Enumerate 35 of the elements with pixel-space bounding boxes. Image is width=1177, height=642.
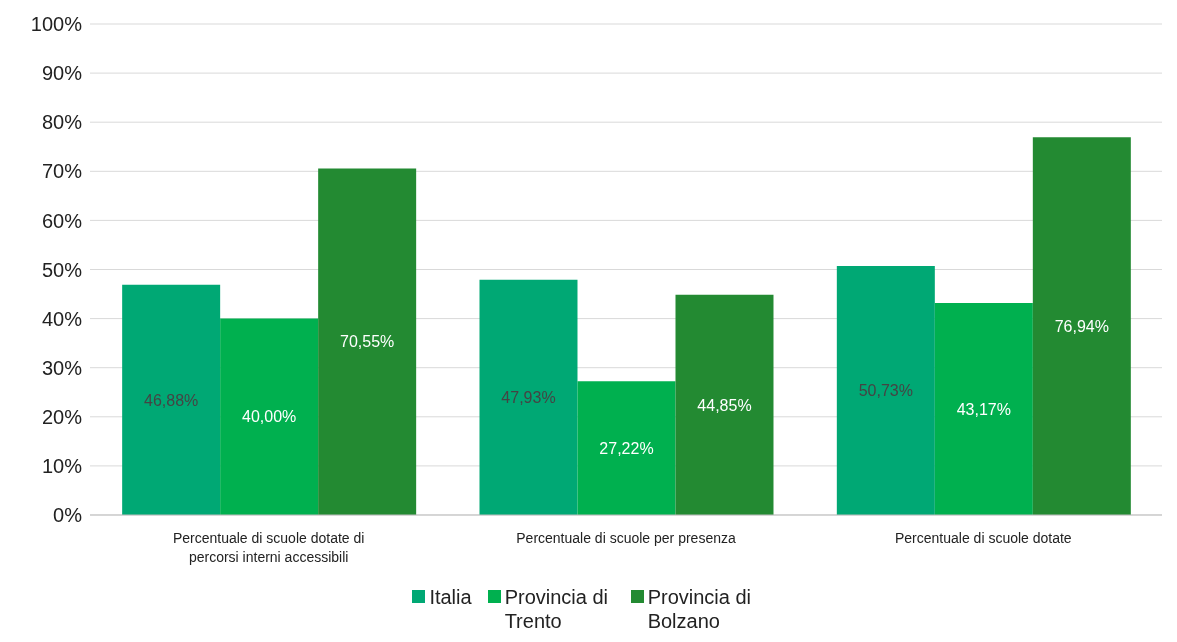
y-tick-label: 40% bbox=[41, 307, 83, 330]
bar bbox=[934, 303, 1033, 515]
y-tick-label: 100% bbox=[30, 13, 83, 36]
data-label: 46,88% bbox=[144, 391, 199, 409]
bar bbox=[220, 318, 319, 515]
x-tick-label: Percentuale di scuole dotate di percorsi interni accessibili bbox=[172, 530, 365, 565]
data-label: 47,93% bbox=[501, 389, 556, 407]
data-label: 70,55% bbox=[340, 333, 395, 351]
y-tick-label: 60% bbox=[41, 209, 83, 232]
y-tick-label: 80% bbox=[41, 111, 83, 134]
data-label: 44,85% bbox=[697, 396, 752, 414]
x-tick-label: Percentuale di scuole per presenza bbox=[516, 530, 736, 546]
y-tick-label: 90% bbox=[41, 62, 83, 85]
y-tick-label: 10% bbox=[41, 455, 83, 477]
bar bbox=[675, 294, 774, 515]
data-label: 76,94% bbox=[1054, 317, 1109, 335]
y-tick-label: 20% bbox=[41, 405, 83, 428]
data-label: 43,17% bbox=[956, 400, 1011, 418]
data-label: 27,22% bbox=[599, 439, 654, 457]
legend-label: Provincia di Bolzano bbox=[647, 585, 752, 633]
y-tick-label: 70% bbox=[41, 160, 83, 183]
bar bbox=[577, 381, 676, 515]
y-tick-label: 30% bbox=[41, 356, 83, 379]
bar bbox=[318, 168, 417, 515]
bar bbox=[1032, 137, 1131, 515]
x-tick-label: Percentuale di scuole dotate bbox=[894, 530, 1072, 546]
data-label: 40,00% bbox=[242, 408, 297, 426]
legend-label: Italia bbox=[429, 585, 472, 609]
y-tick-label: 50% bbox=[41, 258, 83, 281]
y-tick-label: 0% bbox=[53, 504, 83, 527]
data-label: 50,73% bbox=[858, 382, 913, 400]
bar bbox=[479, 279, 578, 515]
legend-label: Provincia di Trento bbox=[504, 585, 609, 633]
bar bbox=[122, 284, 221, 515]
bar bbox=[836, 265, 935, 515]
